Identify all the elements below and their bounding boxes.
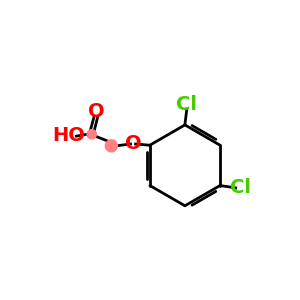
Text: Cl: Cl (176, 94, 197, 114)
Text: HO: HO (52, 126, 86, 145)
Text: O: O (88, 102, 104, 121)
Text: Cl: Cl (230, 178, 251, 197)
Text: O: O (125, 134, 142, 154)
Circle shape (87, 130, 96, 139)
Circle shape (105, 140, 117, 152)
